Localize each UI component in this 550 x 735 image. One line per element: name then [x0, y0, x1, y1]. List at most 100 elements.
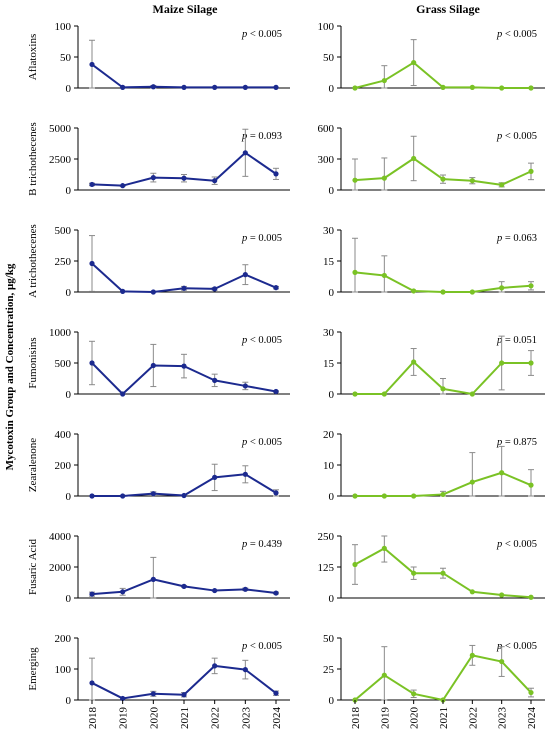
panel-fusaric-acid-maize: 0 2000 4000 Fusaric Acid p = 0.439 — [27, 531, 290, 605]
data-point — [499, 182, 505, 188]
data-point — [440, 176, 446, 182]
data-point — [411, 288, 417, 294]
data-point — [89, 360, 95, 366]
p-value-label: p = 0.051 — [496, 335, 537, 346]
data-point — [242, 84, 248, 90]
data-point — [120, 493, 126, 499]
panel-zearalenone-maize: 0 200 400 Zearalenone p < 0.005 — [27, 429, 290, 503]
p-value-text: < 0.005 — [247, 641, 282, 652]
data-point — [212, 286, 218, 292]
data-point — [212, 178, 218, 184]
data-point — [381, 672, 387, 678]
data-point — [528, 482, 534, 488]
p-value-label: p = 0.005 — [241, 233, 282, 244]
data-point — [528, 360, 534, 366]
y-tick-label: 400 — [55, 429, 72, 441]
data-point — [242, 471, 248, 477]
y-tick-label: 2500 — [49, 154, 72, 166]
p-value-label: p < 0.005 — [241, 641, 282, 652]
data-point — [273, 690, 279, 696]
data-point — [242, 272, 248, 278]
data-point — [528, 689, 534, 696]
data-point — [273, 285, 279, 291]
p-value-label: p < 0.005 — [241, 335, 282, 346]
data-point — [242, 667, 248, 673]
panel-b-trichothecenes-maize: 0 2500 5000 B trichothecenes p = 0.093 — [27, 122, 290, 197]
data-point — [499, 470, 505, 476]
y-tick-label: 200 — [55, 633, 72, 645]
panel-fusaric-acid-grass: 0 125 250 p < 0.005 — [318, 531, 545, 605]
p-value-text: < 0.005 — [502, 29, 537, 40]
data-point — [440, 386, 446, 392]
data-point — [381, 77, 387, 84]
data-point — [381, 175, 387, 181]
data-point — [381, 272, 387, 279]
panel-aflatoxins-maize: 0 50 100 Aflatoxins p < 0.005 — [27, 21, 290, 95]
data-point — [273, 84, 279, 90]
p-value-symbol: p — [241, 131, 247, 142]
p-value-symbol: p — [496, 233, 502, 244]
y-tick-label: 0 — [329, 287, 335, 299]
p-value-text: < 0.005 — [247, 437, 282, 448]
series-line-zearalenone-maize — [92, 473, 277, 497]
data-point — [411, 59, 417, 66]
p-value-label: p < 0.005 — [241, 29, 282, 40]
data-point — [89, 181, 95, 188]
error-bar — [381, 157, 388, 191]
data-point — [440, 570, 446, 576]
data-point — [181, 583, 187, 589]
data-point — [89, 591, 95, 597]
column-title-maize: Maize Silage — [153, 2, 219, 16]
y-tick-label: 20 — [323, 429, 335, 441]
data-point — [150, 84, 156, 90]
p-value-label: p = 0.093 — [241, 131, 282, 142]
x-tick-label: 2020 — [409, 707, 421, 730]
y-tick-label: 0 — [329, 185, 335, 197]
data-point — [469, 178, 475, 184]
y-tick-label: 2000 — [49, 562, 72, 574]
data-point — [212, 377, 218, 383]
data-point — [411, 359, 417, 365]
p-value-label: p < 0.005 — [241, 437, 282, 448]
data-point — [120, 84, 126, 90]
data-point — [120, 695, 126, 702]
p-value-text: < 0.005 — [247, 29, 282, 40]
data-point — [181, 492, 187, 499]
data-point — [212, 663, 218, 669]
data-point — [352, 85, 358, 91]
row-label-fusaric-acid: Fusaric Acid — [27, 539, 39, 595]
data-point — [499, 658, 505, 665]
data-point — [212, 587, 218, 594]
x-tick-label: 2018 — [350, 707, 362, 730]
data-point — [469, 589, 475, 595]
data-point — [528, 283, 534, 289]
y-tick-label: 25 — [323, 664, 335, 676]
data-point — [120, 391, 126, 397]
data-point — [381, 545, 387, 552]
y-tick-label: 10 — [323, 460, 335, 472]
data-point — [242, 150, 248, 156]
data-point — [381, 391, 387, 397]
panel-fumonisins-maize: 0 500 1000 Fumonisins p < 0.005 — [27, 327, 290, 401]
data-point — [411, 493, 417, 499]
y-tick-label: 0 — [66, 593, 72, 605]
y-tick-label: 0 — [329, 491, 335, 503]
data-point — [411, 155, 417, 162]
x-tick-label: 2019 — [118, 707, 130, 730]
series-line-emerging-grass — [354, 654, 532, 701]
y-tick-label: 250 — [318, 531, 335, 543]
data-point — [381, 493, 387, 499]
y-tick-label: 30 — [323, 327, 335, 339]
x-tick-label: 2023 — [497, 707, 509, 730]
data-point — [352, 269, 358, 275]
panel-emerging-maize: 0 100 200 Emerging p < 0.005 2018 2019 2020 2021… — [27, 633, 290, 729]
data-point — [120, 589, 126, 595]
p-value-symbol: p — [241, 29, 247, 40]
x-tick-label: 2021 — [438, 707, 450, 729]
y-tick-label: 50 — [323, 52, 335, 64]
row-label-emerging: Emerging — [27, 647, 39, 691]
y-tick-label: 0 — [66, 185, 72, 197]
data-point — [528, 168, 534, 174]
p-value-label: p = 0.063 — [496, 233, 537, 244]
